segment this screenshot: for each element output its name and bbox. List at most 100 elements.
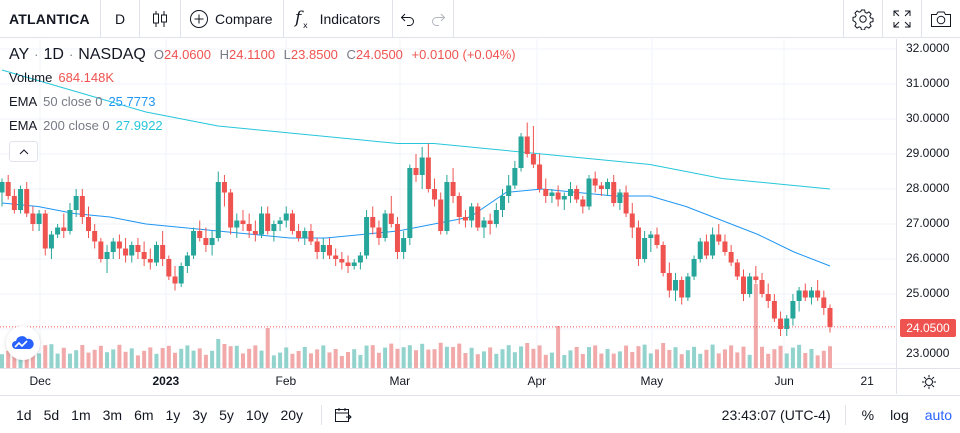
candle-body [592,178,598,186]
volume-bar [352,349,357,368]
volume-bar [55,353,60,368]
volume-bar [797,344,802,368]
compare-label: Compare [215,10,273,27]
volume-bar [735,352,740,368]
candle-body [265,213,271,231]
range-3y[interactable]: 3y [192,406,208,423]
percent-scale-toggle[interactable]: % [861,407,875,423]
ohlc-high-value: 24.1100 [229,47,276,62]
auto-scale-toggle[interactable]: auto [924,407,952,423]
legend-ema200[interactable]: EMA 200 close 0 27.9922 [9,118,521,142]
volume-bar [203,354,208,368]
volume-bar [80,345,85,368]
divider [882,0,883,38]
undo-button[interactable] [393,0,423,38]
candle-body [221,182,227,193]
candle-body [302,231,308,238]
divider [139,0,140,38]
tradingview-logo[interactable] [6,326,40,360]
price-tick-label: 30.0000 [906,111,950,125]
volume-bar [679,354,684,368]
candle-body [191,231,197,256]
axis-settings-button[interactable] [896,368,960,394]
range-3m[interactable]: 3m [102,406,123,423]
date-range-button[interactable] [334,407,352,423]
time-tick-label: 2023 [152,374,180,388]
legend-volume[interactable]: Volume 684.148K [9,70,521,94]
candle-body [351,262,357,266]
ohlc-low-key: L [283,47,291,62]
candle-body [685,276,691,298]
range-10y[interactable]: 10y [245,406,269,423]
volume-bar [790,347,795,368]
legend-ema50[interactable]: EMA 50 close 0 25.7773 [9,94,521,118]
range-6m[interactable]: 6m [134,406,154,423]
candle-body [530,154,536,165]
volume-bar [179,348,184,368]
candle-body [215,182,221,238]
range-5d[interactable]: 5d [43,406,60,423]
candle-body [740,276,746,294]
candle-body [48,234,54,249]
legend-main-series[interactable]: AY · 1D · NASDAQ O24.0600 H24.1100 L23.8… [9,46,521,70]
volume-bar [43,345,48,368]
volume-bar [803,353,808,368]
range-20y[interactable]: 20y [280,406,304,423]
volume-bar [500,349,505,368]
price-axis[interactable]: 32.0000 31.0000 30.0000 29.0000 28.0000 27.00… [896,39,960,368]
candle-body [345,262,351,266]
range-1y[interactable]: 1y [165,406,181,423]
volume-bar [580,354,585,368]
volume-bar [333,349,338,368]
candle-body [67,210,73,231]
candle-body [184,255,190,266]
candle-body [771,301,777,319]
volume-bar [278,352,283,368]
volume-bar [661,343,666,368]
legend-ema50-value: 25.7773 [108,94,156,109]
divider [844,405,846,425]
range-1m[interactable]: 1m [71,406,91,423]
time-tick-label: Dec [29,374,51,388]
symbol-search-button[interactable]: ATLANTICA [0,0,100,38]
time-axis[interactable]: Dec 2023 Feb Mar Apr May Jun 21 [0,368,896,394]
volume-bar [784,353,789,368]
volume-bar [414,350,418,368]
compare-button[interactable]: Compare [181,0,283,38]
volume-bar [37,353,42,368]
price-tick-label: 31.0000 [906,76,950,90]
volume-bar [716,353,721,368]
chart-type-button[interactable] [140,0,180,38]
fullscreen-icon [893,10,911,28]
volume-bar [383,347,388,368]
divider [180,0,181,38]
log-scale-toggle[interactable]: log [890,407,909,423]
divider [100,0,101,38]
candle-body [42,213,48,249]
fullscreen-button[interactable] [883,0,921,38]
volume-bar [617,351,622,368]
settings-button[interactable] [844,0,882,38]
legend-collapse-button[interactable] [9,141,38,162]
range-5y[interactable]: 5y [219,406,234,423]
redo-icon [432,13,446,26]
legend-volume-value: 684.148K [58,70,115,85]
candle-body [512,168,518,186]
candle-body [629,213,635,228]
screenshot-button[interactable] [922,0,960,38]
redo-button[interactable] [423,0,453,38]
candle-body [673,280,679,291]
candle-body [493,210,499,224]
gear-icon [852,9,874,30]
candle-body [339,259,345,263]
timezone-clock[interactable]: 23:43:07 (UTC-4) [721,407,831,423]
range-1d[interactable]: 1d [16,406,32,423]
price-tick-label: 28.0000 [906,181,950,195]
candle-body [821,297,827,308]
interval-button[interactable]: D [101,0,139,38]
candle-body [104,252,110,259]
volume-bar [265,328,270,368]
legend-separator: · [68,47,74,62]
volume-bar [302,347,307,368]
